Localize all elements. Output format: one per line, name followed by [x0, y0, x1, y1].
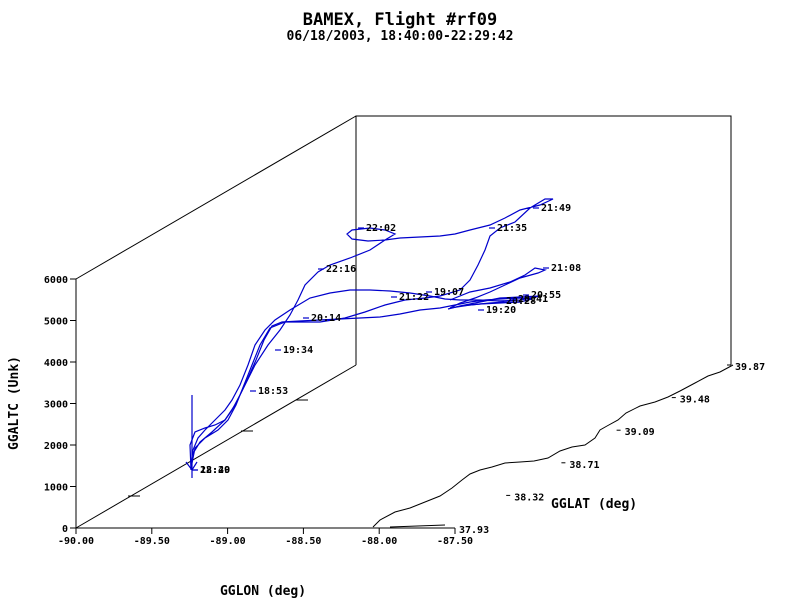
time-label: 20:41	[518, 294, 548, 305]
y-axis-label: GGALTC (Unk)	[7, 356, 22, 450]
ground-track	[372, 364, 734, 528]
axes: 0 1000 2000 3000 4000 5000 6000 -90.00 -89.50 -89…	[44, 275, 765, 547]
time-label: 19:20	[486, 305, 516, 316]
time-label: 22:02	[366, 223, 396, 234]
flight-tracks	[185, 198, 734, 528]
x-tick-label: -89.00	[210, 536, 246, 547]
time-label: 18:40	[200, 465, 230, 476]
plot-box	[75, 115, 732, 529]
x-tick-label: -88.50	[285, 536, 321, 547]
x-tick-label: -87.50	[437, 536, 473, 547]
time-label: 20:14	[311, 313, 341, 324]
time-label: 21:22	[399, 292, 429, 303]
time-label: 21:49	[541, 203, 571, 214]
time-label: 20:28	[506, 296, 536, 307]
y-tick-label: 2000	[44, 441, 68, 452]
x-tick-label: -88.00	[361, 536, 397, 547]
time-label: 21:08	[551, 263, 581, 274]
chart-subtitle: 06/18/2003, 18:40:00-22:29:42	[287, 29, 514, 44]
z-tick-label: 39.09	[625, 427, 655, 438]
y-tick-label: 5000	[44, 317, 68, 328]
x-axis-label: GGLON (deg)	[220, 584, 306, 599]
time-label: 19:34	[283, 345, 313, 356]
depth-edge-top	[75, 115, 357, 280]
y-tick-label: 0	[62, 524, 68, 535]
time-label: 21:35	[497, 223, 527, 234]
y-tick-label: 1000	[44, 483, 68, 494]
back-wall	[355, 115, 732, 365]
depth-edge-bottom	[75, 364, 357, 529]
y-tick-label: 3000	[44, 400, 68, 411]
x-tick-label: -89.50	[134, 536, 170, 547]
z-tick-label: 38.32	[514, 492, 544, 503]
z-tick-label: 39.48	[680, 395, 710, 406]
front-axes	[75, 279, 455, 529]
z-tick-label: 37.93	[459, 525, 489, 536]
time-label: 22:29	[200, 465, 230, 476]
chart-title: BAMEX, Flight #rf09	[303, 10, 497, 30]
z-tick-label: 39.87	[735, 362, 765, 373]
time-label: 19:07	[434, 287, 464, 298]
z-axis-label: GGLAT (deg)	[551, 497, 637, 512]
flight-track-loop	[449, 267, 548, 309]
ground-track-segment	[389, 524, 446, 528]
time-labels: 18:53 19:07 19:20 19:34 20:14 20:2820:4120:55…	[192, 203, 581, 476]
time-label: 18:53	[258, 386, 288, 397]
flight-track-upper	[190, 198, 554, 469]
y-tick-label: 4000	[44, 358, 68, 369]
z-tick-label: 38.71	[569, 460, 599, 471]
y-tick-label: 6000	[44, 275, 68, 286]
flight-track-lower	[189, 289, 541, 471]
time-label: 22:16	[326, 264, 356, 275]
time-label: 20:55	[531, 290, 561, 301]
x-tick-label: -90.00	[58, 536, 94, 547]
